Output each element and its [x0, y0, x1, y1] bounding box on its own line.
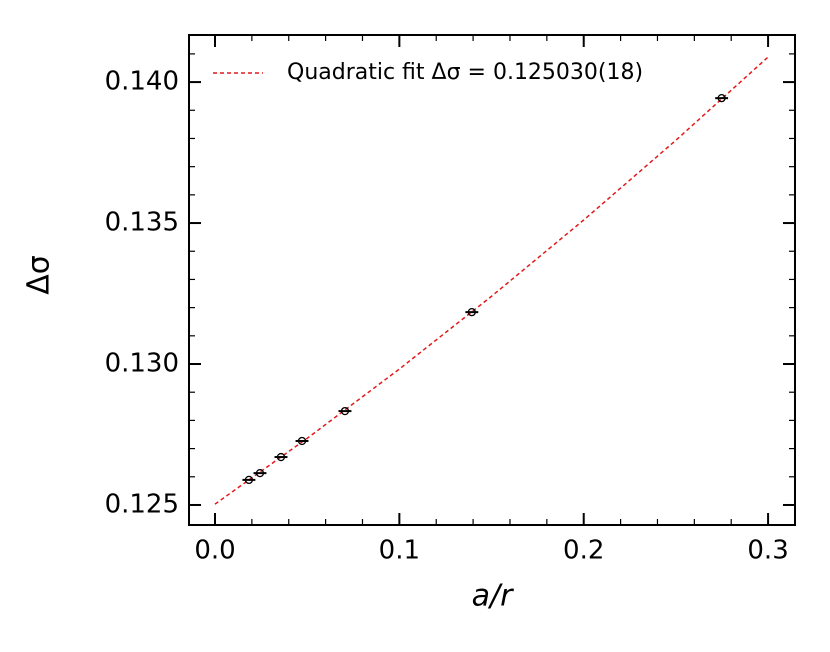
data-point — [276, 452, 286, 462]
data-point — [255, 468, 265, 478]
x-tick-label: 0.0 — [194, 536, 235, 566]
x-axis-label: a/r — [472, 579, 514, 614]
data-point — [717, 94, 726, 103]
y-tick-label: 0.125 — [105, 489, 179, 519]
y-tick-label: 0.140 — [105, 67, 179, 97]
x-tick-label: 0.2 — [563, 536, 604, 566]
y-tick-label: 0.130 — [105, 349, 179, 379]
x-tick-label: 0.3 — [747, 536, 788, 566]
data-point — [340, 406, 350, 416]
plot-frame — [188, 34, 796, 526]
legend-label: Quadratic fit Δσ = 0.125030(18) — [287, 60, 643, 85]
data-point — [467, 307, 476, 317]
data-point — [244, 475, 254, 485]
x-tick-label: 0.1 — [379, 536, 420, 566]
y-tick-label: 0.135 — [105, 208, 179, 238]
data-point — [297, 436, 307, 446]
fit-line — [214, 56, 769, 505]
y-axis-label: Δσ — [22, 255, 57, 295]
